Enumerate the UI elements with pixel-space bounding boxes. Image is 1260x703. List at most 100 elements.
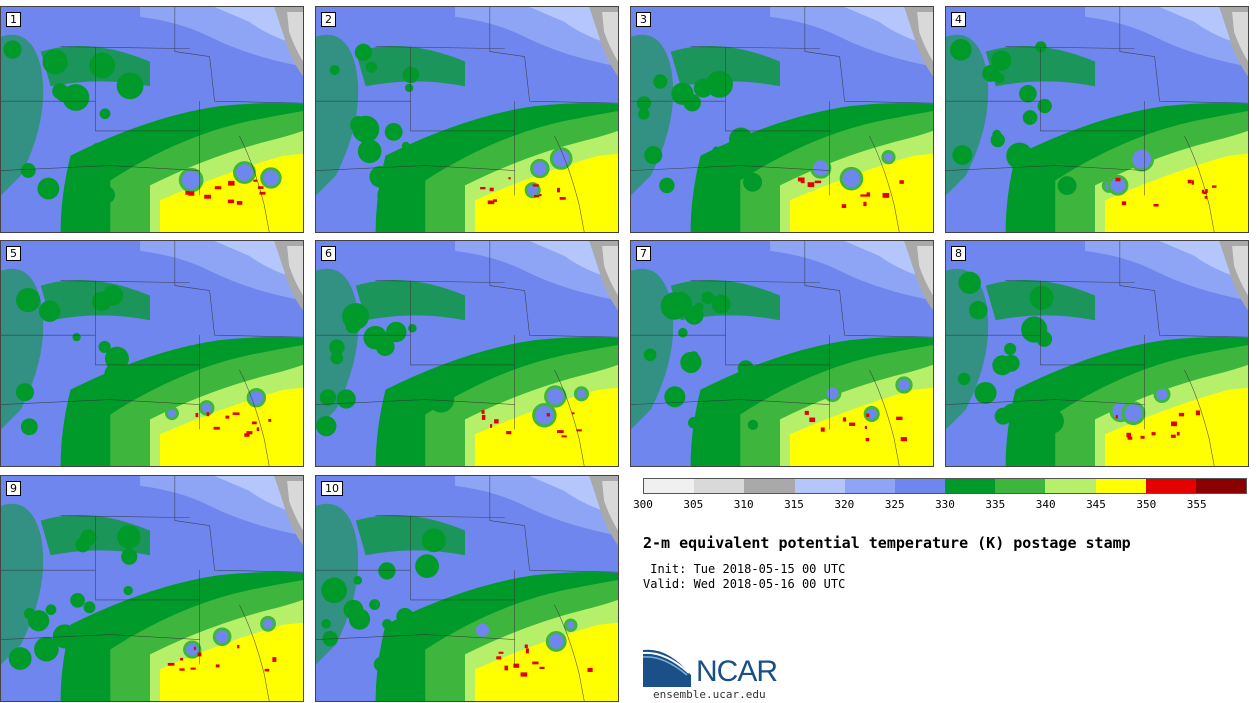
- red-cell: [1204, 196, 1208, 199]
- map-panel-7: 7: [630, 240, 934, 467]
- green-cell: [42, 49, 68, 75]
- red-cell: [179, 668, 185, 671]
- green-cell: [743, 172, 763, 192]
- colorbar-ticks: 300 305 310 315 320 325 330 335 340 345 350 355: [633, 498, 1247, 512]
- green-cell: [968, 300, 988, 320]
- green-cell: [1021, 316, 1048, 343]
- red-cell: [842, 417, 847, 422]
- green-cell: [85, 152, 105, 171]
- green-cell: [678, 327, 688, 338]
- green-cell: [70, 592, 85, 608]
- red-cell: [841, 204, 847, 209]
- green-cell: [352, 115, 380, 143]
- colorbar-tick-label: 315: [784, 498, 804, 511]
- storm-cell: [260, 167, 282, 189]
- green-cell: [680, 351, 702, 374]
- red-cell: [246, 431, 253, 435]
- map-panel-4: 4: [945, 6, 1249, 233]
- green-cell: [421, 528, 446, 553]
- green-cell: [952, 145, 973, 165]
- green-cell: [747, 419, 759, 431]
- storm-cell: [532, 403, 557, 428]
- colorbar-segment: [945, 479, 996, 493]
- storm-cell: [823, 384, 842, 403]
- green-cell: [990, 132, 1005, 148]
- green-cell: [701, 291, 715, 305]
- green-cell: [89, 52, 116, 79]
- red-cell: [481, 414, 486, 420]
- red-cell: [225, 415, 230, 419]
- green-cell: [1002, 403, 1022, 424]
- red-cell: [236, 200, 243, 205]
- colorbar-tick-label: 300: [633, 498, 653, 511]
- green-cell: [958, 271, 981, 295]
- green-cell: [353, 575, 363, 585]
- red-cell: [1187, 179, 1192, 184]
- red-cell: [489, 187, 494, 192]
- red-cell: [882, 192, 890, 198]
- colorbar-segment: [844, 479, 895, 493]
- red-cell: [804, 410, 809, 415]
- red-cell: [524, 644, 528, 649]
- green-cell: [653, 74, 668, 89]
- green-cell: [3, 40, 22, 59]
- panel-number-label: 5: [6, 246, 21, 261]
- green-cell: [671, 82, 694, 105]
- green-cell: [377, 184, 400, 207]
- red-cell: [520, 672, 528, 677]
- panel-number-label: 10: [321, 481, 343, 496]
- green-cell: [123, 585, 133, 596]
- storm-cell: [524, 182, 541, 199]
- red-cell: [1140, 435, 1145, 439]
- red-cell: [557, 187, 560, 193]
- colorbar-tick-label: 350: [1136, 498, 1157, 511]
- green-cell: [98, 340, 111, 353]
- red-cell: [557, 430, 564, 433]
- panel-number-label: 6: [321, 246, 336, 261]
- red-cell: [188, 191, 195, 196]
- red-cell: [1176, 431, 1180, 436]
- red-cell: [257, 186, 264, 189]
- panel-number-label: 1: [6, 12, 21, 27]
- colorbar-segment: [1145, 479, 1196, 493]
- storm-cell: [165, 406, 179, 421]
- storm-cell: [881, 150, 896, 165]
- red-cell: [1203, 191, 1207, 195]
- red-cell: [506, 431, 512, 435]
- colorbar-tick-label: 310: [733, 498, 754, 511]
- map-title: 2-m equivalent potential temperature (K)…: [643, 534, 1131, 552]
- green-cell: [1035, 144, 1054, 163]
- green-cell: [329, 64, 340, 76]
- colorbar-tick-label: 345: [1086, 498, 1106, 511]
- storm-cell: [573, 386, 589, 402]
- green-cell: [329, 339, 345, 355]
- red-cell: [180, 657, 183, 661]
- red-cell: [571, 412, 575, 415]
- green-cell: [636, 96, 651, 111]
- red-cell: [576, 429, 582, 432]
- green-cell: [711, 294, 731, 314]
- green-cell: [316, 416, 337, 437]
- red-cell: [213, 426, 220, 430]
- red-cell: [264, 668, 270, 672]
- red-cell: [167, 662, 175, 666]
- green-cell: [321, 619, 331, 629]
- storm-cell: [810, 157, 832, 179]
- red-cell: [272, 657, 277, 662]
- green-cell: [688, 416, 700, 429]
- panel-number-label: 7: [636, 246, 651, 261]
- green-cell: [659, 177, 675, 194]
- panel-number-label: 9: [6, 481, 21, 496]
- green-cell: [382, 619, 393, 630]
- green-cell: [116, 72, 144, 100]
- green-cell: [401, 141, 410, 151]
- colorbar-segment: [894, 479, 946, 493]
- red-cell: [896, 416, 903, 421]
- green-cell: [369, 599, 381, 611]
- green-cell: [664, 386, 686, 408]
- green-cell: [64, 632, 91, 659]
- green-cell: [1035, 41, 1047, 53]
- map-panel-10: 10: [315, 475, 619, 702]
- red-cell: [1127, 436, 1133, 440]
- red-cell: [1126, 432, 1132, 438]
